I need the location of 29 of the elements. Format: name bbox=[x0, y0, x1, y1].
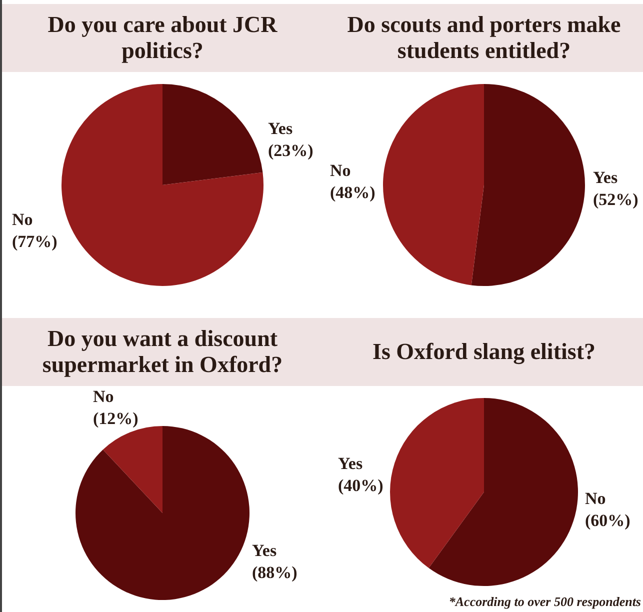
data-label: (52%) bbox=[593, 190, 638, 210]
data-label: (48%) bbox=[330, 183, 376, 202]
slice-label: Yes bbox=[252, 541, 277, 560]
slice-label: No bbox=[585, 489, 606, 508]
chart-title: Do you want a discount supermarket in Oxford? bbox=[2, 318, 323, 386]
slice-label: No bbox=[330, 161, 351, 180]
slice-label: Yes bbox=[268, 119, 293, 138]
pie-slice bbox=[162, 84, 263, 185]
text: *According to over 500 respondents bbox=[448, 594, 641, 610]
data-label: (40%) bbox=[338, 476, 384, 496]
chart-title: Is Oxford slang elitist? bbox=[323, 318, 643, 386]
chart-title: Do scouts and porters make students entitled? bbox=[323, 4, 643, 72]
slice-label: Yes bbox=[593, 168, 618, 187]
data-label: (12%) bbox=[93, 409, 138, 428]
pie-slice bbox=[102, 426, 162, 513]
pie-slice bbox=[76, 426, 250, 600]
pie-slice bbox=[428, 398, 578, 586]
pie-slice bbox=[390, 398, 484, 568]
data-label: (77%) bbox=[12, 232, 58, 252]
pie-slice bbox=[471, 84, 585, 286]
chart-title: Do you care about JCR politics? bbox=[2, 4, 323, 72]
slice-label: Yes bbox=[338, 454, 363, 473]
data-label: (23%) bbox=[268, 141, 314, 160]
slice-label: No bbox=[12, 210, 33, 229]
slice-label: No bbox=[93, 387, 114, 406]
data-label: (88%) bbox=[252, 563, 298, 582]
pie-slice bbox=[383, 84, 484, 286]
pie-slice bbox=[62, 84, 264, 286]
data-label: (60%) bbox=[585, 511, 630, 530]
